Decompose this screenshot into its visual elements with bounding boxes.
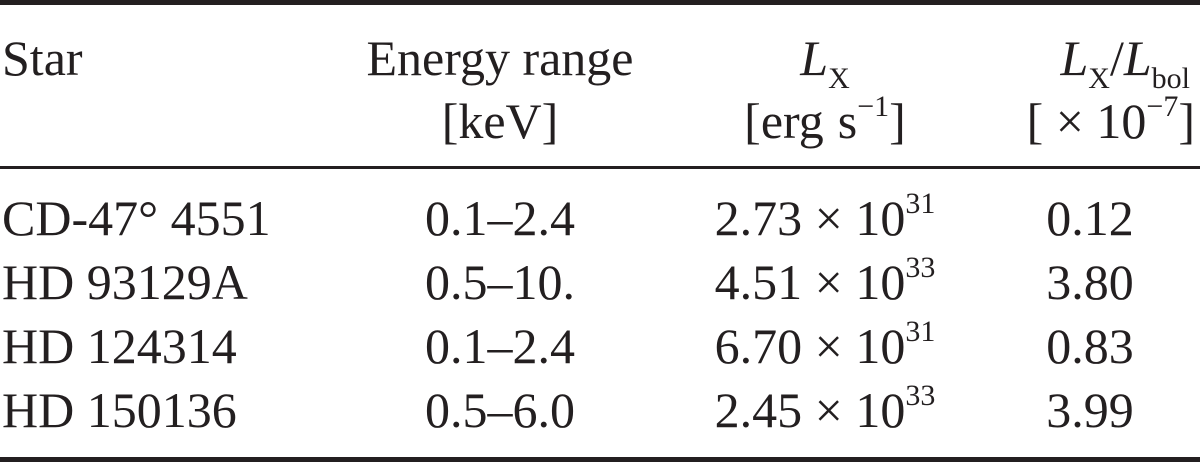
cell-lx-mantissa: 4.51 × 10: [714, 254, 906, 310]
ratio-lx-symbol: L: [1060, 30, 1089, 86]
cell-ratio: 3.80: [1046, 254, 1134, 310]
cell-star: HD 150136: [2, 382, 237, 438]
cell-lx-mantissa: 2.45 × 10: [714, 382, 906, 438]
ratio-unit-exponent: −7: [1146, 90, 1179, 124]
top-rule: [0, 0, 1200, 5]
ratio-slash: /: [1109, 30, 1124, 86]
cell-energy: 0.5–6.0: [425, 382, 575, 438]
cell-lx: 4.51 × 1033: [680, 251, 970, 310]
lx-symbol: L: [800, 30, 829, 86]
cell-star: CD-47° 4551: [2, 190, 271, 246]
header-lx-unit: [erg s−1]: [680, 90, 970, 149]
cell-lx-mantissa: 6.70 × 10: [714, 318, 906, 374]
cell-lx-exponent: 31: [905, 315, 936, 349]
bottom-rule: [0, 457, 1200, 462]
cell-ratio: 3.99: [1046, 382, 1134, 438]
ratio-lx-subscript: X: [1088, 62, 1110, 95]
ratio-lbol-subscript: bol: [1151, 62, 1190, 95]
cell-lx: 6.70 × 1031: [680, 315, 970, 374]
cell-lx-exponent: 33: [905, 251, 936, 285]
cell-lx-mantissa: 2.73 × 10: [714, 190, 906, 246]
lx-unit-close: ]: [889, 93, 906, 149]
header-rule: [0, 166, 1200, 169]
cell-lx: 2.73 × 1031: [680, 187, 970, 246]
ratio-unit-close: ]: [1178, 93, 1195, 149]
header-star: Star: [2, 30, 83, 86]
lx-unit-exponent: −1: [857, 90, 890, 124]
ratio-lbol-symbol: L: [1123, 30, 1152, 86]
lx-unit-open: [erg: [744, 93, 824, 149]
cell-lx-exponent: 31: [905, 187, 936, 221]
header-lx: LX: [680, 30, 970, 94]
cell-energy: 0.1–2.4: [425, 190, 575, 246]
cell-ratio: 0.83: [1046, 318, 1134, 374]
cell-star: HD 93129A: [2, 254, 248, 310]
cell-lx: 2.45 × 1033: [680, 379, 970, 438]
header-energy-range: Energy range: [366, 30, 634, 86]
header-energy-unit: [keV]: [441, 93, 559, 149]
cell-lx-exponent: 33: [905, 379, 936, 413]
ratio-unit-open: [ × 10: [1026, 93, 1147, 149]
header-ratio-unit: [ × 10−7]: [990, 90, 1195, 149]
cell-energy: 0.5–10.: [425, 254, 575, 310]
lx-subscript: X: [828, 62, 850, 95]
cell-ratio: 0.12: [1046, 190, 1134, 246]
header-ratio: LX/Lbol: [990, 30, 1190, 94]
cell-star: HD 124314: [2, 318, 237, 374]
cell-energy: 0.1–2.4: [425, 318, 575, 374]
lx-unit-s: s: [837, 93, 858, 149]
